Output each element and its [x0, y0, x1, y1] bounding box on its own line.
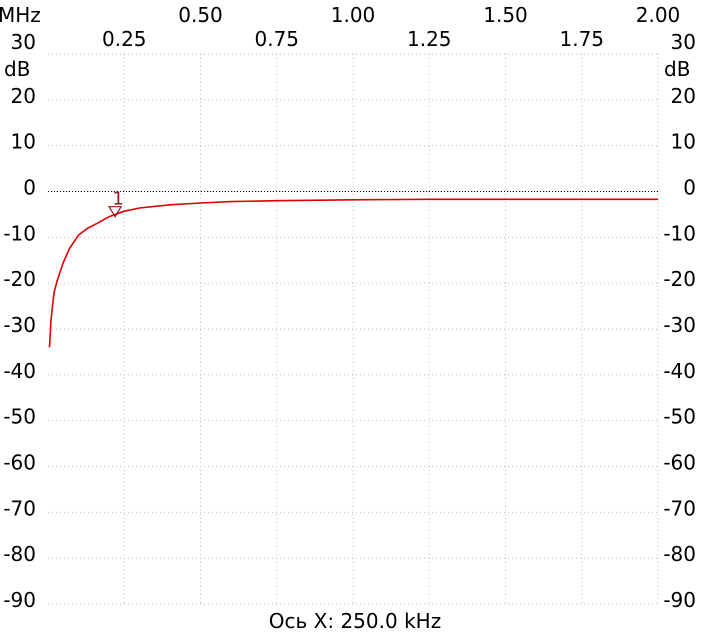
y-tick-label-left: -80 [3, 542, 36, 566]
x-tick-label-bottom: 0.25 [102, 27, 147, 51]
y-tick-label-left: 20 [11, 84, 36, 108]
y-tick-label-right: -20 [663, 267, 696, 291]
marker-triangle [108, 206, 123, 218]
y-tick-label-left: -10 [3, 221, 36, 245]
y-tick-label-right: -50 [663, 405, 696, 429]
y-tick-label-left: 0 [23, 176, 36, 200]
x-tick-label-top: 1.00 [331, 3, 376, 27]
y-tick-label-right: -30 [663, 313, 696, 337]
y-tick-label-right: -40 [663, 359, 696, 383]
y-tick-label-right: -90 [663, 588, 696, 612]
y-tick-label-left: -50 [3, 405, 36, 429]
y-tick-label-right: -10 [663, 221, 696, 245]
y-unit-label-left: dB [4, 57, 30, 81]
y-tick-label-right: -60 [663, 451, 696, 475]
y-tick-label-left: -60 [3, 451, 36, 475]
y-tick-label-left: -90 [3, 588, 36, 612]
x-unit-label: MHz [0, 3, 41, 27]
tick-labels: 0.50 1.00 1.50 2.00 0.25 0.75 1.25 1.75 30 30 20 20… [3, 3, 696, 612]
y-tick-label-left: -70 [3, 496, 36, 520]
x-tick-label-bottom: 0.75 [254, 27, 299, 51]
series-line [48, 198, 658, 348]
y-unit-label-right: dB [664, 57, 690, 81]
y-tick-label-left: 30 [11, 30, 36, 54]
y-tick-label-right: 0 [683, 176, 696, 200]
y-tick-label-right: 10 [671, 130, 696, 154]
x-tick-label-bottom: 1.25 [407, 27, 452, 51]
markers: 1 [108, 189, 124, 218]
y-tick-label-left: -30 [3, 313, 36, 337]
y-tick-label-right: 30 [671, 30, 696, 54]
y-tick-label-right: 20 [671, 84, 696, 108]
x-tick-label-bottom: 1.75 [559, 27, 604, 51]
y-tick-label-left: -20 [3, 267, 36, 291]
y-tick-label-left: 10 [11, 130, 36, 154]
y-tick-label-right: -80 [663, 542, 696, 566]
marker-label: 1 [112, 189, 123, 210]
y-tick-label-left: -40 [3, 359, 36, 383]
grid [48, 53, 659, 605]
x-axis-label: Ось X: 250.0 kHz [269, 609, 441, 633]
x-tick-label-top: 2.00 [636, 3, 681, 27]
x-tick-label-top: 0.50 [178, 3, 223, 27]
x-tick-label-top: 1.50 [483, 3, 528, 27]
y-tick-label-right: -70 [663, 496, 696, 520]
